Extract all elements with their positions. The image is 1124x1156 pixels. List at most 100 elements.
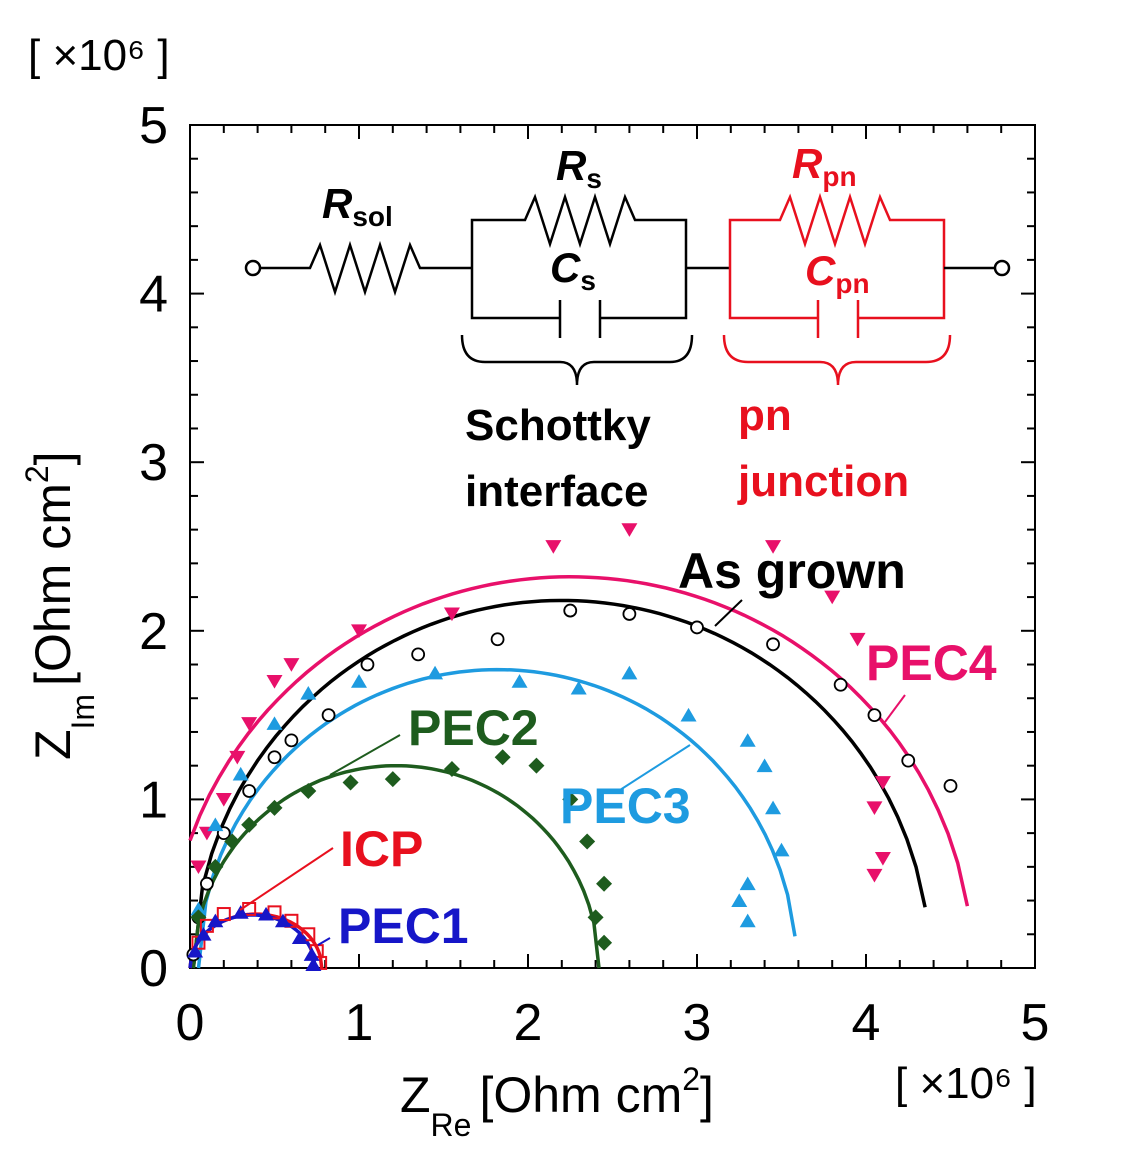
- marker-pec4: [874, 852, 891, 866]
- marker-pec1: [258, 906, 275, 921]
- marker-pec4: [765, 540, 782, 554]
- marker-pec3: [680, 707, 697, 722]
- marker-pec2: [562, 791, 579, 808]
- marker-icp: [301, 927, 316, 942]
- marker-pec3: [511, 674, 528, 688]
- y-tick-label: 4: [139, 266, 168, 324]
- series-label-as-grown: As grown: [678, 543, 906, 599]
- marker-as-grown: [199, 876, 214, 891]
- marker-as-grown: [943, 779, 958, 793]
- marker-pec2: [241, 816, 258, 833]
- marker-pec3: [207, 817, 224, 832]
- series-labels: As grown PEC4 PEC3 PEC2 ICP PEC1: [239, 543, 997, 954]
- marker-pec3: [756, 758, 773, 773]
- series-label-pec2: PEC2: [408, 700, 539, 756]
- marker-pec1: [232, 905, 249, 919]
- marker-as-grown: [766, 637, 780, 652]
- c-s-label: Cs: [550, 244, 596, 296]
- leader-line-pec4: [884, 694, 906, 723]
- c-pn-capacitor: [816, 300, 860, 338]
- marker-pec2: [190, 909, 207, 926]
- series-label-pec1: PEC1: [338, 898, 469, 954]
- tick-labels: 0 1 2 3 4 5 0 1 2 3 4 5: [139, 97, 1049, 1052]
- marker-pec4: [621, 523, 638, 537]
- data-markers: [186, 523, 958, 972]
- marker-pec3: [190, 901, 207, 916]
- marker-pec2: [596, 934, 613, 951]
- marker-pec4: [874, 776, 891, 790]
- marker-pec1: [274, 913, 291, 928]
- marker-as-grown: [360, 657, 375, 672]
- marker-pec4: [229, 750, 246, 765]
- leader-line-pec2: [329, 734, 401, 776]
- axis-ticks: [189, 125, 1035, 969]
- marker-pec4: [849, 632, 866, 647]
- pn-rc: [728, 192, 946, 320]
- marker-pec1: [303, 947, 320, 961]
- series-label-icp: ICP: [340, 821, 423, 877]
- terminal-right: [993, 259, 1011, 277]
- marker-pec4: [866, 801, 883, 816]
- schottky-rc: [470, 192, 730, 320]
- marker-as-grown: [867, 708, 882, 722]
- x-tick-label: 5: [1021, 994, 1050, 1052]
- schottky-brace: [460, 334, 694, 386]
- leader-line-pec3: [619, 744, 691, 791]
- r-pn-label: Rpn: [792, 140, 857, 192]
- x-tick-label: 4: [852, 994, 881, 1052]
- marker-pec2: [224, 833, 241, 850]
- y-tick-label: 3: [139, 434, 168, 492]
- marker-pec3: [351, 674, 367, 688]
- marker-pec2: [587, 909, 604, 926]
- marker-pec2: [528, 757, 545, 774]
- leader-line-pec1: [317, 937, 331, 946]
- marker-pec3: [266, 716, 283, 730]
- marker-pec4: [545, 540, 562, 554]
- y-tick-label: 0: [139, 940, 168, 998]
- circuit-red-part: [722, 192, 952, 386]
- pn-caption-line1: pn: [738, 391, 792, 440]
- marker-pec4: [241, 717, 258, 731]
- schottky-caption-line1: Schottky: [465, 401, 651, 450]
- marker-as-grown: [242, 784, 257, 798]
- marker-pec3: [300, 685, 317, 700]
- marker-pec1: [305, 957, 322, 972]
- c-pn-label: Cpn: [805, 247, 870, 299]
- y-multiplier: [ ×10⁶ ]: [28, 31, 170, 80]
- marker-pec1: [187, 943, 204, 958]
- marker-pec3: [739, 913, 756, 928]
- leader-line-as-grown: [714, 599, 743, 627]
- plot-frame: [189, 124, 1036, 969]
- marker-as-grown: [411, 647, 426, 662]
- marker-pec3: [739, 733, 756, 747]
- marker-pec3: [765, 800, 782, 815]
- marker-as-grown: [284, 733, 299, 748]
- marker-icp: [216, 907, 231, 922]
- equivalent-circuit: Rsol Rs Cs Rpn Cpn Schottky interface pn…: [244, 140, 1011, 516]
- marker-pec4: [266, 674, 283, 689]
- marker-pec1: [207, 913, 224, 928]
- marker-pec4: [443, 607, 460, 622]
- marker-as-grown: [267, 750, 282, 765]
- marker-pec4: [351, 624, 367, 638]
- marker-pec4: [824, 590, 841, 605]
- marker-pec2: [266, 799, 283, 816]
- marker-pec2: [300, 782, 317, 799]
- y-axis-label: ZIm[Ohm cm2]: [19, 451, 101, 760]
- y-tick-label: 2: [139, 603, 168, 661]
- circuit-black-part: [244, 192, 730, 386]
- marker-pec2: [342, 774, 359, 791]
- fit-curve-as-grown: [191, 598, 927, 969]
- marker-pec2: [207, 858, 224, 875]
- series-label-pec3: PEC3: [560, 778, 691, 834]
- marker-as-grown: [622, 607, 637, 621]
- marker-as-grown: [490, 632, 505, 647]
- marker-pec3: [621, 665, 638, 680]
- marker-pec2: [443, 761, 460, 778]
- marker-pec3: [773, 842, 790, 857]
- r-sol-label: Rsol: [322, 180, 393, 232]
- marker-pec4: [283, 658, 300, 672]
- r-sol-resistor: [260, 240, 472, 297]
- marker-pec2: [579, 833, 596, 850]
- schottky-caption-line2: interface: [465, 467, 648, 516]
